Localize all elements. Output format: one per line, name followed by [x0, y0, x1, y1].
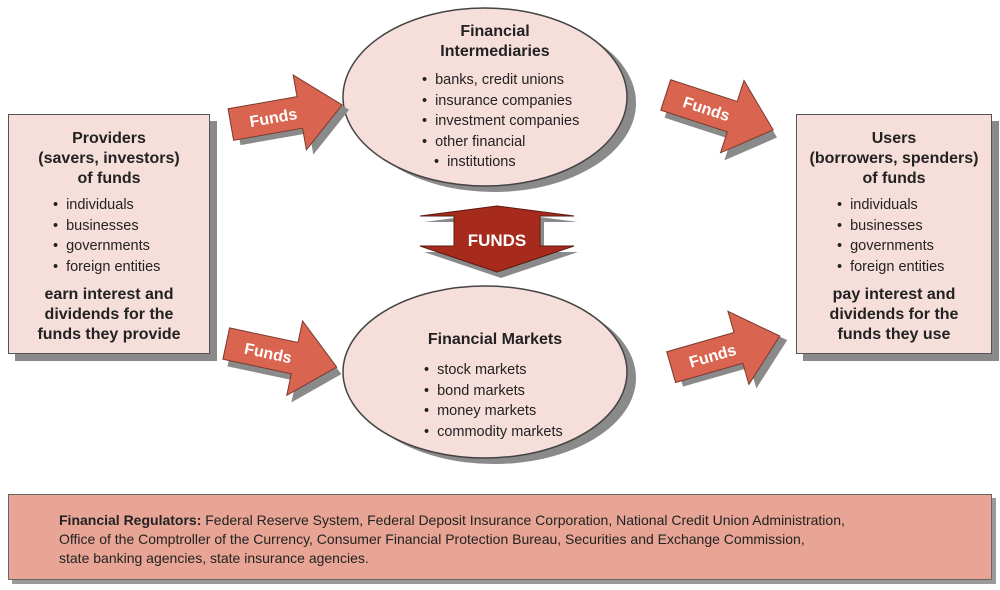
regulators-text-2: Office of the Comptroller of the Currenc… [59, 531, 805, 547]
list-item: businesses [53, 216, 209, 237]
list-item: individuals [837, 195, 991, 216]
users-list: individuals businesses governments forei… [837, 195, 991, 277]
providers-note-2: dividends for the [44, 306, 174, 323]
list-item: bond markets [424, 381, 580, 402]
list-item: banks, credit unions [422, 70, 580, 91]
list-item: governments [53, 236, 209, 257]
regulators-text-1: Federal Reserve System, Federal Deposit … [201, 512, 845, 528]
list-item: other financial [422, 132, 580, 153]
list-item: stock markets [424, 360, 580, 381]
providers-box: Providers (savers, investors) of funds i… [8, 114, 210, 354]
intermediaries-list: banks, credit unions insurance companies… [422, 70, 580, 173]
providers-title-3: of funds [77, 170, 141, 187]
providers-list: individuals businesses governments forei… [53, 195, 209, 277]
users-note-2: dividends for the [829, 306, 959, 323]
list-item: foreign entities [53, 257, 209, 278]
list-item-continuation: institutions [422, 152, 580, 173]
users-note-3: funds they use [837, 326, 951, 343]
list-item: insurance companies [422, 91, 580, 112]
regulators-box: Financial Regulators: Federal Reserve Sy… [8, 494, 992, 580]
providers-note-1: earn interest and [44, 286, 174, 303]
markets-title: Financial Markets [427, 331, 563, 348]
intermediaries-title-1: Financial [460, 23, 530, 40]
funds-arrow-top-right: Funds [660, 79, 778, 161]
users-note-1: pay interest and [832, 286, 956, 303]
regulators-label: Financial Regulators: [59, 512, 202, 528]
list-item: governments [837, 236, 991, 257]
funds-center-label: FUNDS [468, 231, 527, 250]
providers-note: earn interest and dividends for the fund… [9, 285, 209, 345]
list-item: money markets [424, 401, 580, 422]
markets-list: stock markets bond markets money markets… [424, 360, 580, 442]
providers-title-1: Providers [72, 130, 146, 147]
list-item: individuals [53, 195, 209, 216]
list-item: investment companies [422, 111, 580, 132]
intermediaries-content: Financial Intermediaries banks, credit u… [410, 22, 580, 173]
funds-arrow-top-left: Funds [227, 73, 350, 155]
users-title-3: of funds [862, 170, 926, 187]
regulators-line-1: Financial Regulators: Federal Reserve Sy… [59, 511, 971, 530]
list-item: commodity markets [424, 422, 580, 443]
list-item: businesses [837, 216, 991, 237]
providers-note-3: funds they provide [37, 326, 181, 343]
users-title-1: Users [871, 130, 917, 147]
users-box: Users (borrowers, spenders) of funds ind… [796, 114, 992, 354]
intermediaries-title-2: Intermediaries [440, 43, 550, 60]
regulators-text-3: state banking agencies, state insurance … [59, 550, 369, 566]
users-title-2: (borrowers, spenders) [809, 150, 979, 167]
users-note: pay interest and dividends for the funds… [797, 285, 991, 345]
providers-title-2: (savers, investors) [38, 150, 180, 167]
list-item: foreign entities [837, 257, 991, 278]
funds-arrow-bottom-left: Funds [222, 319, 342, 403]
markets-content: Financial Markets stock markets bond mar… [410, 330, 580, 442]
funds-arrow-bottom-right: Funds [666, 310, 788, 389]
funds-double-arrow: FUNDS [419, 205, 578, 278]
